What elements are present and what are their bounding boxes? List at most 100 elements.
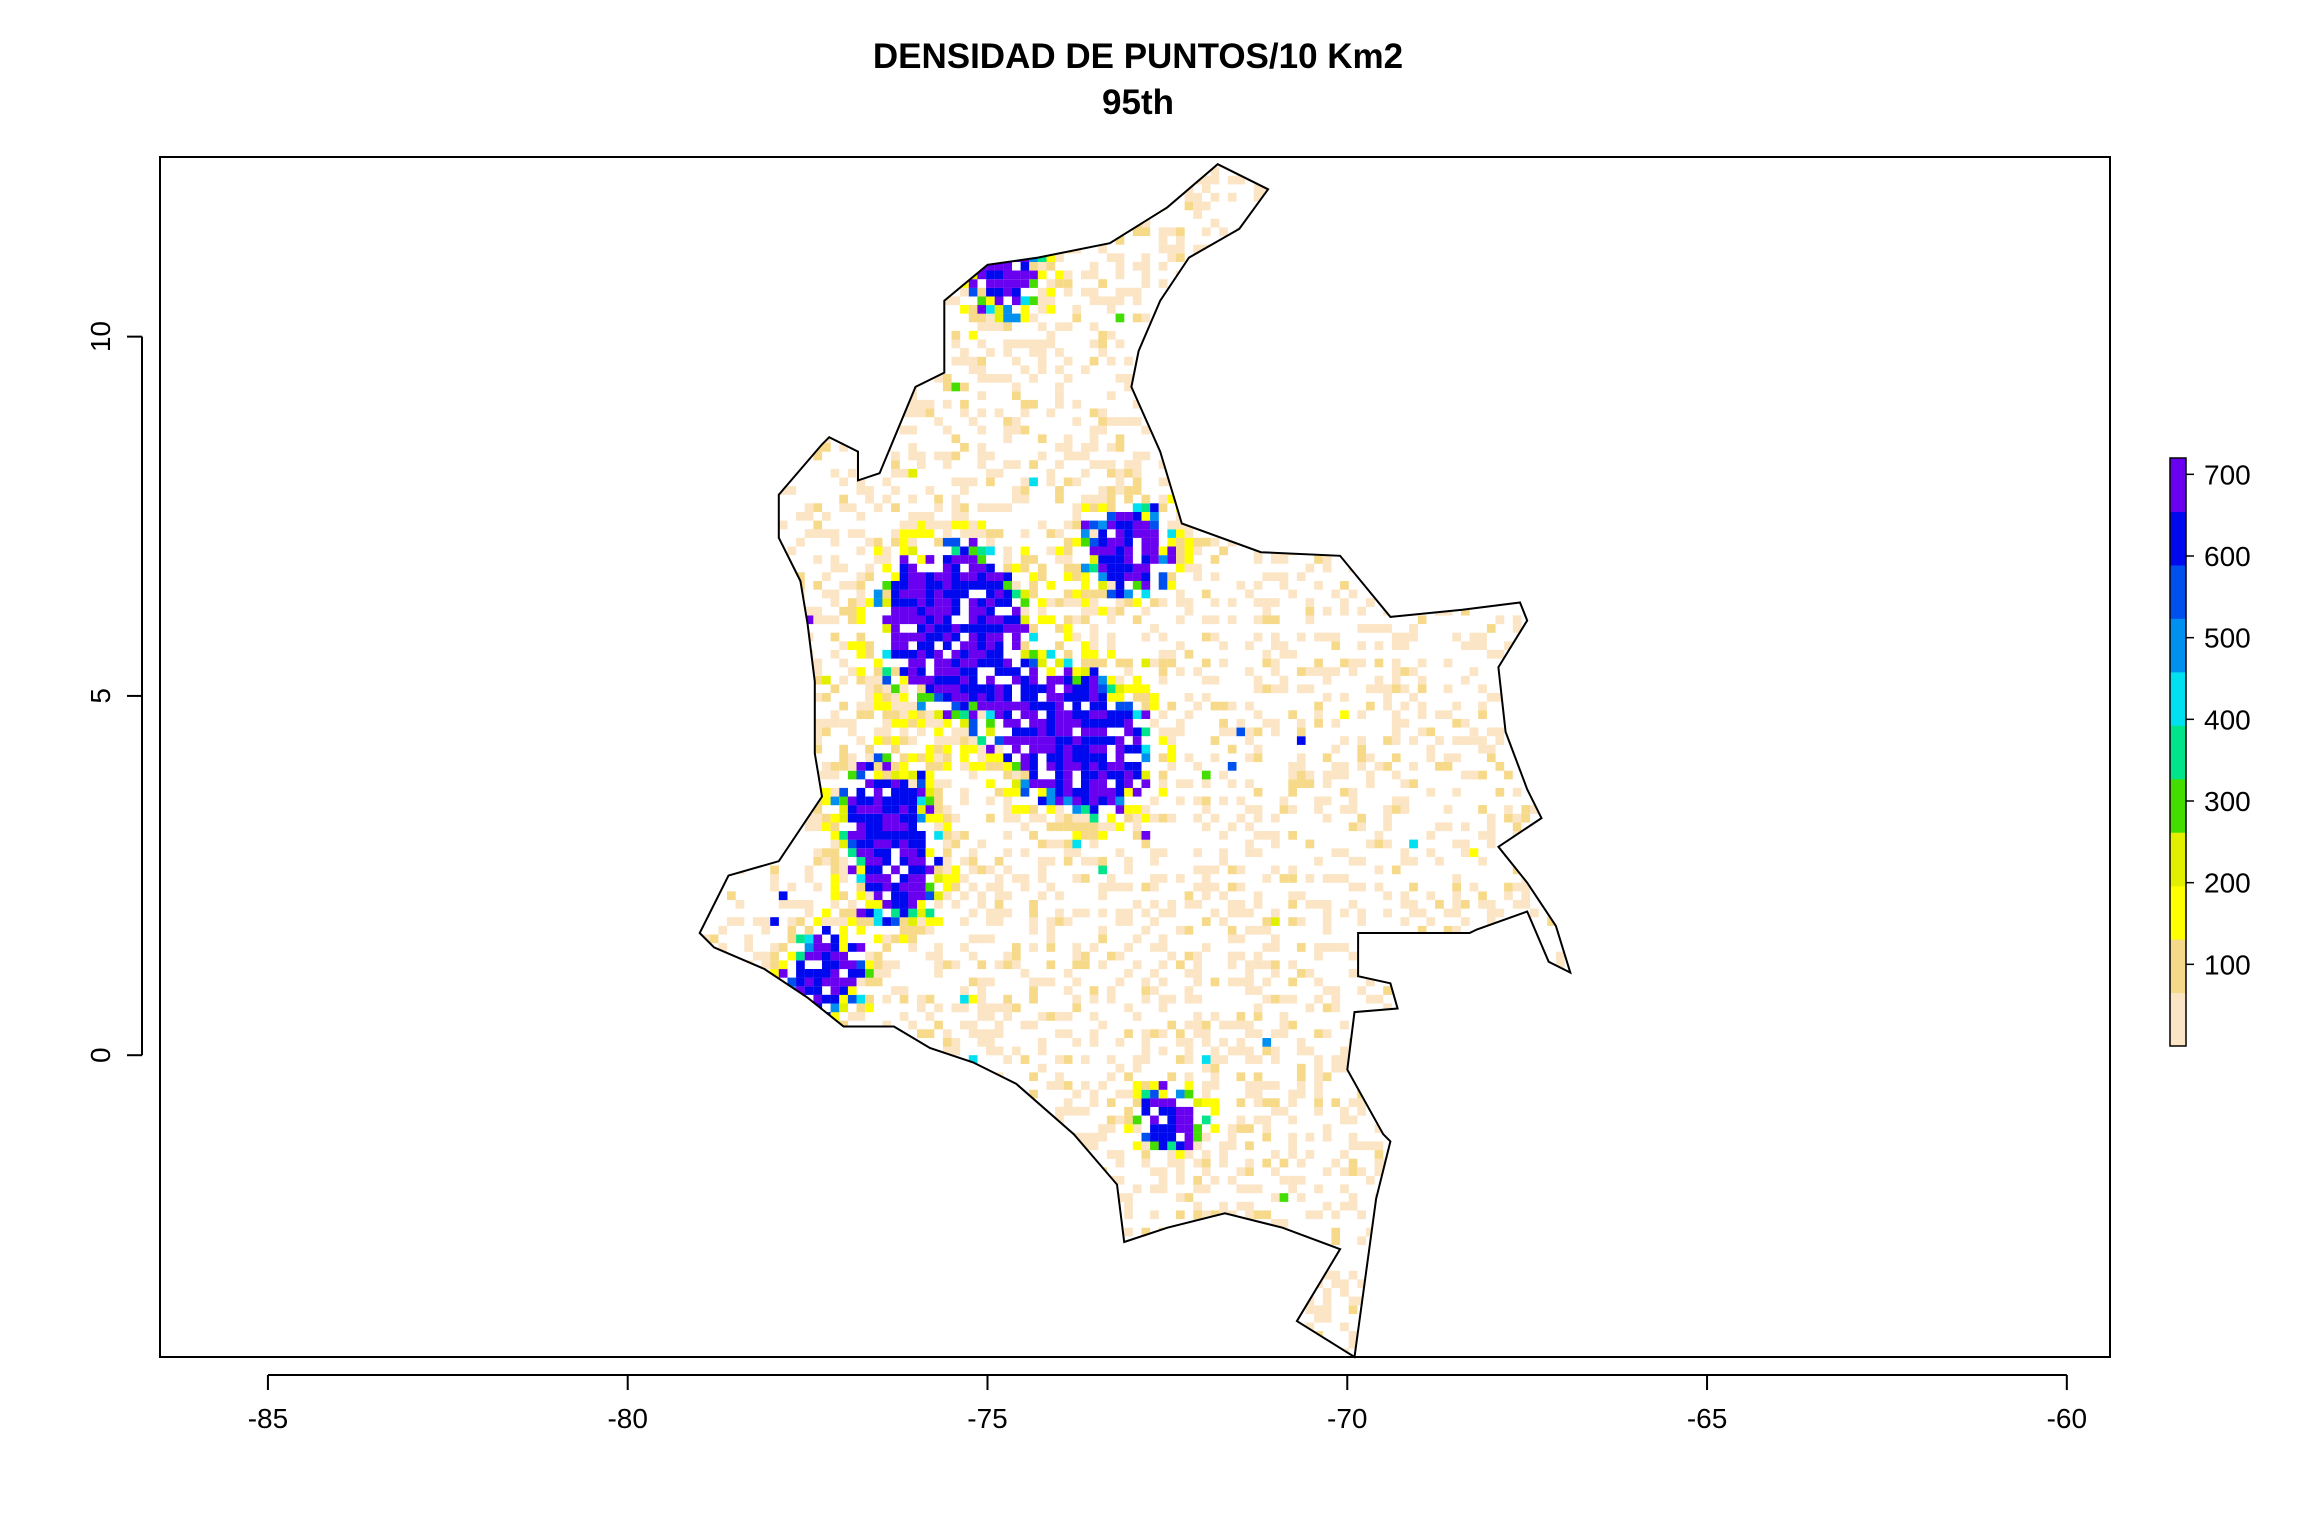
density-cell xyxy=(1305,598,1315,607)
density-cell xyxy=(1046,1150,1056,1159)
density-cell xyxy=(1366,701,1375,711)
density-cell xyxy=(856,1003,866,1013)
density-cell xyxy=(1512,693,1522,702)
density-cell xyxy=(1158,1141,1168,1151)
density-cell xyxy=(1012,1296,1021,1306)
density-cell xyxy=(1288,1098,1297,1107)
density-cell xyxy=(778,1331,788,1340)
density-cell xyxy=(1106,305,1116,314)
density-cell xyxy=(882,856,892,866)
density-cell xyxy=(770,425,779,435)
density-cell xyxy=(917,908,926,918)
density-cell xyxy=(1227,822,1237,832)
density-cell xyxy=(1029,1201,1038,1211)
density-cell xyxy=(1184,1288,1194,1297)
density-cell xyxy=(787,951,797,961)
density-cell xyxy=(1201,339,1211,349)
density-cell xyxy=(856,598,866,607)
density-cell xyxy=(778,555,788,564)
density-cell xyxy=(994,322,1004,331)
density-cell xyxy=(1046,736,1056,745)
density-cell xyxy=(1383,270,1392,280)
density-cell xyxy=(968,977,978,987)
density-cell xyxy=(882,882,892,892)
density-cell xyxy=(1262,210,1272,219)
density-cell xyxy=(1089,856,1099,866)
density-cell xyxy=(1322,753,1332,763)
density-cell xyxy=(701,1210,710,1220)
density-cell xyxy=(1193,1098,1202,1107)
density-cell xyxy=(1331,641,1341,650)
density-cell xyxy=(1029,399,1038,409)
density-cell xyxy=(934,1020,943,1030)
density-cell xyxy=(917,641,926,650)
density-cell xyxy=(761,1201,771,1211)
density-cell xyxy=(865,1262,874,1271)
density-cell xyxy=(1314,856,1323,866)
density-cell xyxy=(1219,1201,1228,1211)
density-cell xyxy=(847,167,857,176)
density-cell xyxy=(1003,624,1012,633)
density-cell xyxy=(1253,831,1263,840)
density-cell xyxy=(1124,1227,1133,1237)
density-cell xyxy=(1098,796,1107,806)
density-cell xyxy=(1391,218,1401,228)
density-cell xyxy=(1469,572,1479,581)
density-cell xyxy=(994,374,1004,383)
density-cell xyxy=(1271,399,1280,409)
density-cell xyxy=(1046,744,1056,754)
density-cell xyxy=(1106,1072,1116,1082)
density-cell xyxy=(1340,1063,1349,1073)
density-cell xyxy=(822,1132,831,1142)
density-cell xyxy=(1124,805,1133,814)
density-cell xyxy=(1193,1305,1202,1314)
density-cell xyxy=(1037,1357,1047,1358)
density-cell xyxy=(778,891,788,901)
density-cell xyxy=(891,572,900,581)
density-cell xyxy=(1176,391,1185,400)
density-cell xyxy=(735,779,745,788)
density-cell xyxy=(1072,184,1082,193)
density-cell xyxy=(1063,546,1073,556)
density-cell xyxy=(1020,1357,1030,1358)
density-cell xyxy=(770,667,779,676)
density-cell xyxy=(1348,1331,1358,1340)
density-cell xyxy=(899,164,909,168)
density-cell xyxy=(709,693,719,702)
density-cell xyxy=(1201,365,1211,375)
density-cell xyxy=(917,684,926,694)
density-cell xyxy=(830,1141,840,1151)
density-cell xyxy=(1012,270,1021,280)
density-cell xyxy=(986,477,995,487)
density-cell xyxy=(994,261,1004,271)
density-cell xyxy=(1012,744,1021,754)
density-cell xyxy=(908,244,917,254)
density-cell xyxy=(1219,1055,1228,1064)
density-cell xyxy=(1158,1270,1168,1280)
density-cell xyxy=(1478,1020,1487,1030)
density-cell xyxy=(977,977,987,987)
density-cell xyxy=(1046,477,1056,487)
density-cell xyxy=(1495,1210,1505,1220)
density-cell xyxy=(1210,1012,1220,1021)
density-cell xyxy=(1322,313,1332,323)
density-cell xyxy=(1167,1115,1177,1125)
density-cell xyxy=(1150,1029,1159,1038)
density-cell xyxy=(1132,1331,1142,1340)
density-cell xyxy=(1098,865,1107,875)
density-cell xyxy=(1322,1313,1332,1323)
density-cell xyxy=(968,520,978,530)
density-cell xyxy=(847,813,857,823)
density-cell xyxy=(1245,701,1254,711)
density-cell xyxy=(1366,779,1375,788)
density-cell xyxy=(1288,762,1297,771)
density-cell xyxy=(1391,1132,1401,1142)
density-cell xyxy=(1227,399,1237,409)
density-cell xyxy=(1063,287,1073,297)
density-cell xyxy=(1201,1055,1211,1064)
density-cell xyxy=(1037,451,1047,461)
density-cell xyxy=(822,615,831,625)
density-cell xyxy=(942,1115,952,1125)
density-cell xyxy=(865,572,874,581)
density-cell xyxy=(1141,606,1151,616)
